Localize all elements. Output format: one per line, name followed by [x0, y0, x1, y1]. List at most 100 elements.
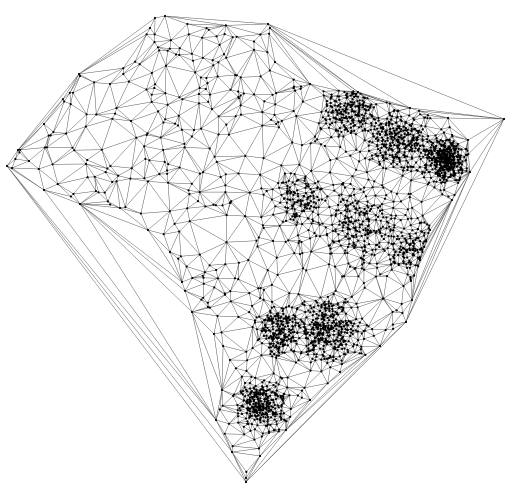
mesh-vertex	[216, 314, 219, 318]
mesh-vertex	[317, 213, 320, 216]
mesh-vertex	[283, 325, 287, 328]
mesh-vertex	[329, 123, 332, 126]
mesh-vertex	[272, 344, 275, 347]
mesh-vertex	[318, 235, 322, 238]
mesh-vertex	[398, 147, 401, 151]
mesh-vertex	[309, 304, 312, 307]
mesh-vertex	[428, 151, 431, 154]
mesh-vertex	[349, 328, 352, 331]
mesh-vertex	[320, 306, 323, 309]
mesh-vertex	[323, 304, 326, 307]
mesh-vertex	[370, 122, 373, 125]
mesh-vertex	[359, 92, 362, 95]
mesh-vertex	[267, 318, 270, 321]
mesh-vertex	[277, 336, 280, 339]
mesh-vertex	[329, 356, 332, 359]
mesh-vertex	[406, 266, 409, 269]
mesh-vertex	[260, 388, 263, 391]
mesh-vertex	[309, 349, 312, 352]
mesh-vertex	[258, 393, 261, 396]
mesh-vertex	[411, 150, 414, 153]
mesh-vertex	[332, 116, 335, 119]
mesh-vertex	[313, 324, 316, 327]
mesh-vertex	[453, 145, 456, 148]
mesh-vertex	[274, 332, 277, 335]
mesh-vertex	[248, 311, 251, 314]
mesh-vertex	[267, 346, 271, 349]
mesh-vertex	[397, 150, 401, 153]
mesh-vertex	[210, 108, 214, 111]
mesh-vertex	[453, 172, 456, 175]
mesh-vertex	[412, 245, 415, 248]
mesh-vertex	[394, 214, 397, 217]
mesh-vertex	[447, 176, 450, 179]
mesh-vertex	[318, 331, 321, 334]
mesh-vertex	[234, 367, 237, 370]
mesh-vertex	[272, 372, 275, 375]
mesh-vertex	[357, 126, 361, 129]
mesh-vertex	[319, 143, 323, 146]
mesh-vertex	[439, 139, 442, 142]
mesh-vertex	[393, 224, 396, 227]
mesh-vertex	[425, 148, 428, 151]
mesh-vertex	[206, 82, 209, 85]
mesh-vertex	[398, 251, 401, 254]
mesh-vertex	[331, 313, 334, 316]
mesh-vertex	[248, 398, 251, 401]
mesh-vertex	[448, 152, 451, 155]
mesh-vertex	[400, 241, 403, 244]
mesh-vertex	[206, 301, 209, 304]
mesh-vertex	[443, 176, 446, 179]
mesh-vertex	[372, 334, 375, 337]
mesh-vertex	[295, 342, 298, 345]
mesh-vertex	[237, 278, 240, 281]
mesh-vertex	[272, 333, 275, 336]
mesh-vertex	[335, 118, 338, 121]
mesh-vertex	[309, 341, 312, 344]
mesh-vertex	[316, 186, 319, 189]
mesh-vertex	[297, 199, 300, 202]
mesh-vertex	[347, 340, 350, 343]
mesh-vertex	[320, 110, 323, 114]
mesh-vertex	[376, 243, 379, 246]
mesh-vertex	[275, 256, 278, 259]
mesh-vertex	[153, 16, 157, 20]
mesh-vertex	[418, 240, 422, 243]
mesh-vertex	[218, 408, 221, 411]
mesh-vertex	[354, 207, 357, 210]
mesh-vertex	[289, 218, 292, 221]
mesh-vertex	[304, 186, 307, 189]
mesh-vertex	[274, 205, 277, 208]
mesh-vertex	[354, 211, 357, 214]
mesh-vertex	[445, 167, 448, 171]
mesh-vertex	[342, 339, 345, 342]
mesh-vertex	[298, 163, 301, 166]
mesh-vertex	[353, 243, 356, 246]
mesh-vertex	[327, 324, 330, 327]
mesh-vertex	[403, 132, 406, 135]
mesh-vertex	[281, 395, 284, 398]
mesh-vertex	[343, 275, 346, 278]
mesh-vertex	[279, 319, 283, 323]
mesh-vertex	[451, 133, 454, 137]
mesh-vertex	[343, 117, 346, 120]
mesh-vertex	[398, 247, 401, 250]
mesh-vertex	[252, 93, 256, 96]
mesh-vertex	[319, 337, 322, 340]
mesh-vertex	[405, 263, 408, 266]
mesh-vertex	[395, 133, 398, 136]
mesh-vertex	[339, 244, 342, 247]
mesh-vertex	[403, 237, 406, 240]
mesh-vertex	[416, 228, 419, 231]
mesh-vertex	[346, 120, 349, 123]
mesh-vertex	[272, 401, 275, 404]
mesh-vertex	[377, 130, 380, 133]
mesh-vertex	[347, 350, 350, 354]
mesh-vertex	[319, 126, 322, 130]
mesh-vertex	[281, 345, 285, 348]
mesh-vertex	[453, 151, 456, 154]
mesh-vertex	[268, 69, 271, 72]
mesh-vertex	[248, 381, 251, 385]
mesh-vertex	[452, 158, 456, 161]
mesh-vertex	[294, 324, 297, 327]
